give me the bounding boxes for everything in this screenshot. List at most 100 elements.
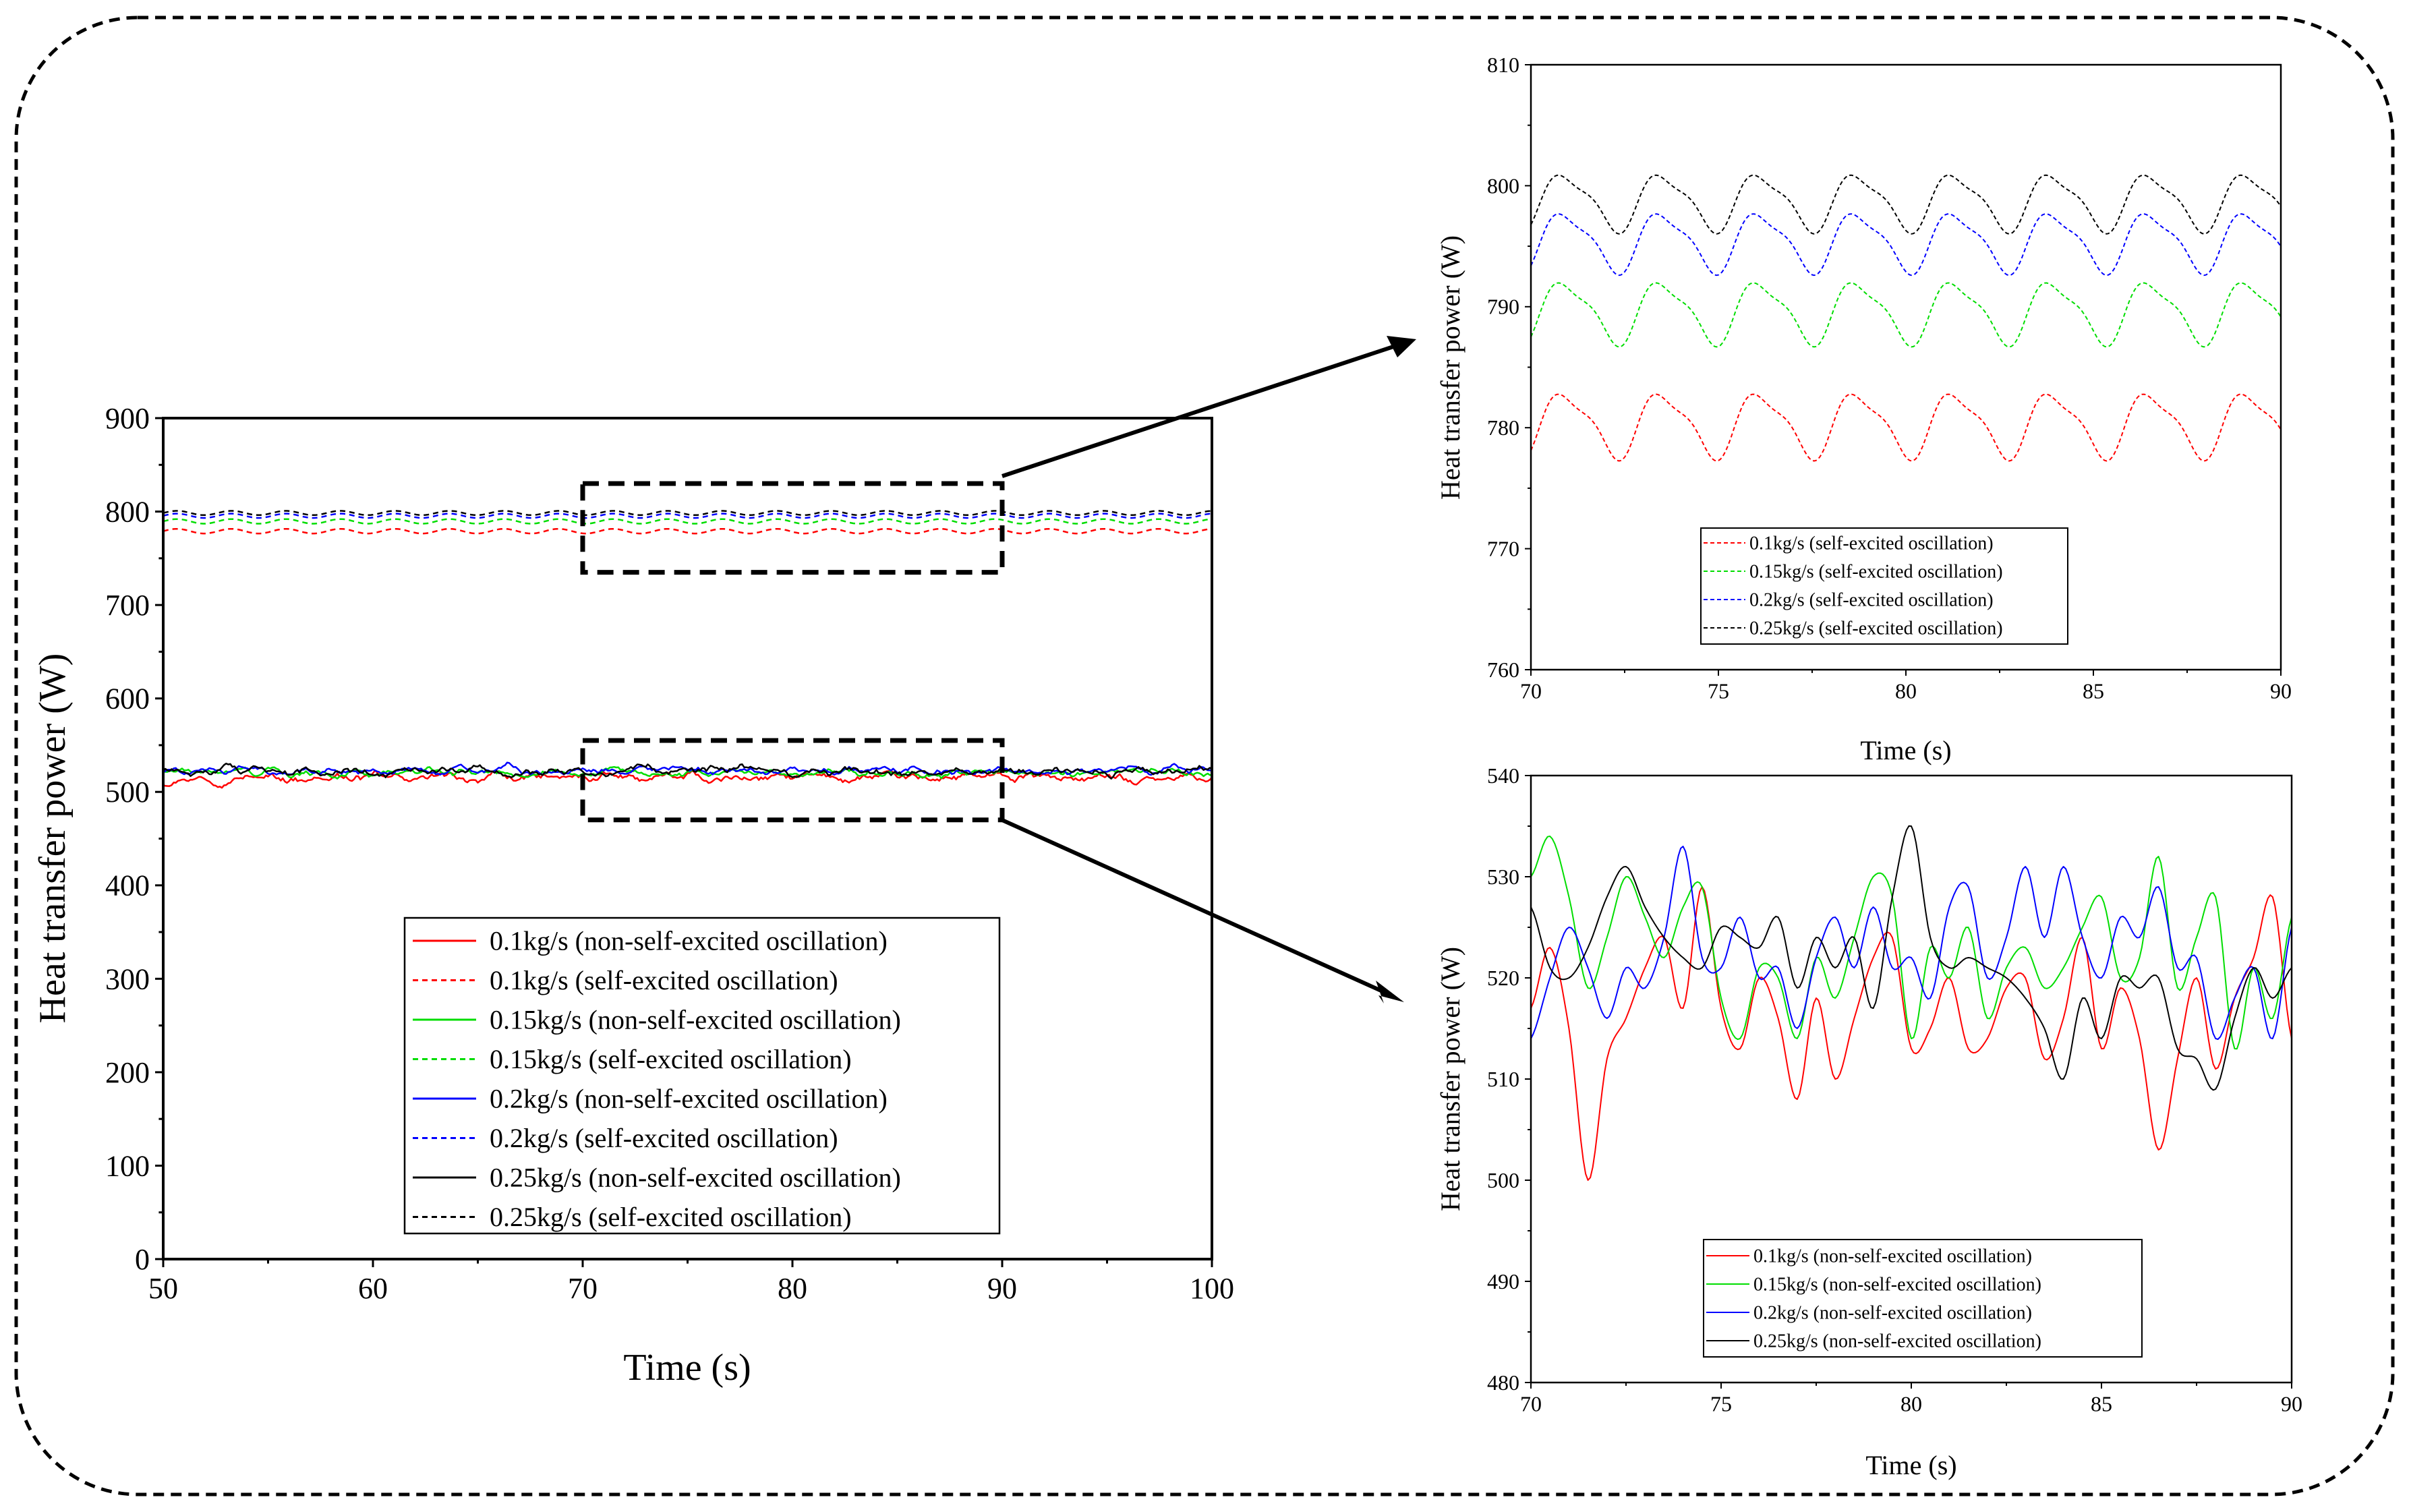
x-tick-label: 85 bbox=[2083, 679, 2104, 703]
top-x-axis: 70 75 80 85 90 bbox=[1520, 670, 2292, 703]
top-legend: 0.1kg/s (self-excited oscillation) 0.15kg… bbox=[1700, 527, 2068, 645]
x-tick-label: 100 bbox=[1190, 1272, 1234, 1305]
y-tick-label: 900 bbox=[105, 402, 150, 435]
y-tick-label: 770 bbox=[1487, 536, 1519, 560]
bottom-inset-chart: 70 75 80 85 90 480 490 500 510 520 530 540 Time (s… bbox=[1435, 763, 2302, 1480]
series-line bbox=[163, 762, 1213, 780]
y-tick-label: 530 bbox=[1487, 865, 1519, 889]
series-line bbox=[163, 527, 1213, 535]
main-series-group bbox=[163, 510, 1213, 789]
y-tick-label: 100 bbox=[105, 1149, 150, 1182]
y-tick-label: 760 bbox=[1487, 658, 1519, 682]
bottom-y-axis: 480 490 500 510 520 530 540 bbox=[1487, 763, 1531, 1395]
x-tick-label: 80 bbox=[1895, 679, 1917, 703]
legend-label: 0.25kg/s (self-excited oscillation) bbox=[490, 1202, 852, 1232]
bottom-legend-frame bbox=[1703, 1239, 2143, 1358]
y-tick-label: 500 bbox=[105, 776, 150, 809]
series-line bbox=[163, 518, 1213, 525]
main-xlabel: Time (s) bbox=[623, 1347, 751, 1389]
y-tick-label: 600 bbox=[105, 682, 150, 716]
bottom-xlabel: Time (s) bbox=[1865, 1450, 1956, 1480]
y-tick-label: 500 bbox=[1487, 1168, 1519, 1192]
y-tick-label: 510 bbox=[1487, 1067, 1519, 1091]
legend-label: 0.2kg/s (non-self-excited oscillation) bbox=[490, 1084, 888, 1114]
legend-label: 0.25kg/s (non-self-excited oscillation) bbox=[1753, 1331, 2041, 1352]
y-tick-label: 490 bbox=[1487, 1269, 1519, 1293]
x-tick-label: 75 bbox=[1708, 679, 1729, 703]
x-tick-label: 60 bbox=[358, 1272, 388, 1305]
series-line bbox=[1530, 886, 2292, 1181]
series-line bbox=[1530, 174, 2282, 235]
y-tick-label: 800 bbox=[1487, 173, 1519, 198]
x-tick-label: 70 bbox=[568, 1272, 598, 1305]
legend-label: 0.15kg/s (self-excited oscillation) bbox=[490, 1044, 852, 1074]
arrow-head-top bbox=[1387, 336, 1416, 357]
top-y-axis: 760 770 780 790 800 810 bbox=[1487, 53, 1531, 682]
y-tick-label: 700 bbox=[105, 589, 150, 622]
main-y-axis: 0 100 200 300 400 500 600 700 800 900 bbox=[105, 402, 163, 1276]
x-tick-label: 70 bbox=[1520, 1392, 1542, 1416]
outer-dashed-frame bbox=[14, 16, 2395, 1496]
x-tick-label: 50 bbox=[148, 1272, 178, 1305]
legend-label: 0.1kg/s (non-self-excited oscillation) bbox=[490, 926, 888, 956]
legend-label: 0.2kg/s (self-excited oscillation) bbox=[490, 1123, 838, 1153]
arrow-to-top-inset bbox=[1002, 345, 1394, 478]
main-chart: 50 60 70 80 90 100 0 100 200 300 400 500 600 700 800 9… bbox=[32, 402, 1234, 1389]
main-legend-frame bbox=[403, 917, 1001, 1235]
legend-label: 0.1kg/s (self-excited oscillation) bbox=[1749, 533, 1994, 554]
y-tick-label: 520 bbox=[1487, 966, 1519, 990]
legend-label: 0.2kg/s (non-self-excited oscillation) bbox=[1753, 1303, 2032, 1324]
y-tick-label: 810 bbox=[1487, 53, 1519, 77]
zoom-box bbox=[580, 481, 1005, 575]
top-xlabel: Time (s) bbox=[1860, 735, 1951, 765]
series-line bbox=[1530, 825, 2292, 1091]
legend-label: 0.2kg/s (self-excited oscillation) bbox=[1749, 590, 1994, 611]
x-tick-label: 90 bbox=[2270, 679, 2292, 703]
zoom-arrows bbox=[1001, 336, 1416, 1004]
legend-label: 0.25kg/s (self-excited oscillation) bbox=[1749, 618, 2003, 639]
y-tick-label: 0 bbox=[135, 1243, 150, 1276]
top-legend-frame bbox=[1700, 527, 2068, 645]
legend-label: 0.15kg/s (non-self-excited oscillation) bbox=[1753, 1275, 2041, 1296]
main-ylabel: Heat transfer power (W) bbox=[32, 653, 74, 1024]
series-line bbox=[1530, 282, 2282, 348]
series-line bbox=[1530, 213, 2282, 277]
series-line bbox=[1530, 846, 2292, 1040]
legend-label: 0.25kg/s (non-self-excited oscillation) bbox=[490, 1163, 901, 1193]
main-legend: 0.1kg/s (non-self-excited oscillation) 0.… bbox=[403, 917, 1001, 1235]
top-ylabel: Heat transfer power (W) bbox=[1435, 235, 1465, 500]
series-line bbox=[163, 510, 1213, 517]
arrow-to-bottom-inset bbox=[1001, 818, 1384, 993]
legend-label: 0.15kg/s (non-self-excited oscillation) bbox=[490, 1005, 901, 1035]
arrow-head-bottom bbox=[1376, 981, 1404, 1004]
x-tick-label: 85 bbox=[2091, 1392, 2112, 1416]
y-tick-label: 790 bbox=[1487, 295, 1519, 319]
y-tick-label: 480 bbox=[1487, 1370, 1519, 1395]
series-line bbox=[1530, 393, 2282, 462]
legend-label: 0.1kg/s (self-excited oscillation) bbox=[490, 965, 838, 995]
series-line bbox=[163, 513, 1213, 519]
bottom-legend: 0.1kg/s (non-self-excited oscillation) 0.… bbox=[1703, 1239, 2143, 1358]
legend-label: 0.1kg/s (non-self-excited oscillation) bbox=[1753, 1246, 2032, 1267]
y-tick-label: 200 bbox=[105, 1056, 150, 1089]
y-tick-label: 400 bbox=[105, 869, 150, 902]
zoom-box bbox=[580, 738, 1005, 823]
main-x-axis: 50 60 70 80 90 100 bbox=[148, 1259, 1234, 1305]
y-tick-label: 540 bbox=[1487, 763, 1519, 788]
top-series-group bbox=[1530, 174, 2282, 462]
bottom-x-axis: 70 75 80 85 90 bbox=[1520, 1383, 2302, 1416]
x-tick-label: 75 bbox=[1710, 1392, 1732, 1416]
x-tick-label: 90 bbox=[987, 1272, 1017, 1305]
y-tick-label: 300 bbox=[105, 962, 150, 995]
legend-label: 0.15kg/s (self-excited oscillation) bbox=[1749, 562, 2003, 583]
x-tick-label: 80 bbox=[778, 1272, 807, 1305]
bottom-series-group bbox=[1530, 825, 2292, 1181]
bottom-ylabel: Heat transfer power (W) bbox=[1435, 947, 1465, 1211]
x-tick-label: 70 bbox=[1520, 679, 1542, 703]
top-inset-chart: 70 75 80 85 90 760 770 780 790 800 810 Time (s) H… bbox=[1435, 53, 2292, 765]
x-tick-label: 80 bbox=[1900, 1392, 1922, 1416]
main-zoom-boxes bbox=[580, 481, 1005, 823]
series-line bbox=[1530, 836, 2292, 1050]
y-tick-label: 800 bbox=[105, 496, 150, 529]
